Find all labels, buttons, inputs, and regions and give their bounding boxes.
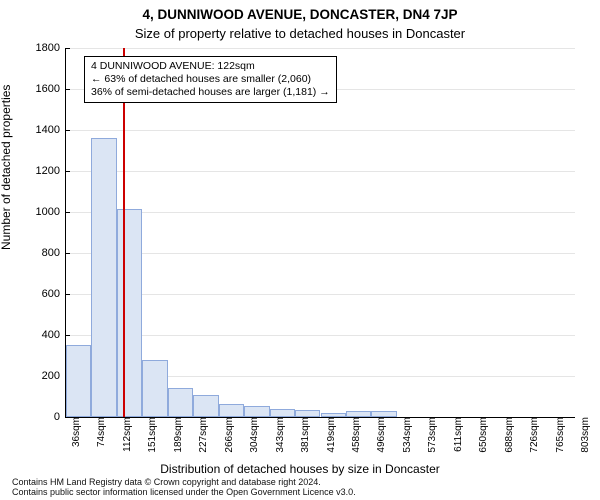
gridline xyxy=(66,212,575,213)
histogram-bar xyxy=(91,138,116,417)
y-axis-label: Number of detached properties xyxy=(0,85,13,250)
gridline xyxy=(66,171,575,172)
x-tick-label: 304sqm xyxy=(247,417,260,453)
histogram-bar xyxy=(66,345,91,417)
y-tick-label: 1200 xyxy=(36,165,66,177)
histogram-plot: 4 DUNNIWOOD AVENUE: 122sqm ← 63% of deta… xyxy=(65,48,575,418)
x-tick-label: 227sqm xyxy=(196,417,209,453)
x-tick-label: 74sqm xyxy=(94,417,107,447)
x-tick-label: 189sqm xyxy=(171,417,184,453)
y-tick-label: 600 xyxy=(42,288,66,300)
x-tick-label: 573sqm xyxy=(425,417,438,453)
x-tick-label: 650sqm xyxy=(476,417,489,453)
footer-line-licence: Contains public sector information licen… xyxy=(12,488,356,497)
histogram-bar xyxy=(193,395,218,417)
page-title-address: 4, DUNNIWOOD AVENUE, DONCASTER, DN4 7JP xyxy=(0,7,600,22)
x-tick-label: 458sqm xyxy=(349,417,362,453)
gridline xyxy=(66,130,575,131)
page-subtitle: Size of property relative to detached ho… xyxy=(0,26,600,41)
gridline xyxy=(66,48,575,49)
property-info-box: 4 DUNNIWOOD AVENUE: 122sqm ← 63% of deta… xyxy=(84,56,337,103)
y-tick-label: 1400 xyxy=(36,124,66,136)
gridline xyxy=(66,253,575,254)
y-tick-label: 1800 xyxy=(36,42,66,54)
histogram-bar xyxy=(295,410,320,417)
y-tick-label: 200 xyxy=(42,370,66,382)
infobox-line-smaller: ← 63% of detached houses are smaller (2,… xyxy=(91,73,330,86)
histogram-bar xyxy=(117,209,142,417)
x-tick-label: 36sqm xyxy=(69,417,82,447)
gridline xyxy=(66,335,575,336)
histogram-bar xyxy=(168,388,193,417)
x-tick-label: 726sqm xyxy=(527,417,540,453)
histogram-bar xyxy=(270,409,295,417)
x-tick-label: 381sqm xyxy=(298,417,311,453)
x-tick-label: 112sqm xyxy=(120,417,133,452)
y-tick-label: 1600 xyxy=(36,83,66,95)
y-tick-label: 800 xyxy=(42,247,66,259)
y-tick-label: 1000 xyxy=(36,206,66,218)
x-tick-label: 534sqm xyxy=(400,417,413,453)
x-tick-label: 611sqm xyxy=(451,417,464,452)
y-tick-label: 0 xyxy=(54,411,66,423)
histogram-bar xyxy=(219,404,244,417)
x-tick-label: 496sqm xyxy=(374,417,387,453)
x-tick-label: 266sqm xyxy=(222,417,235,453)
x-axis-label: Distribution of detached houses by size … xyxy=(0,462,600,476)
attribution-footer: Contains HM Land Registry data © Crown c… xyxy=(12,478,356,497)
x-tick-label: 151sqm xyxy=(145,417,158,453)
y-tick-label: 400 xyxy=(42,329,66,341)
infobox-line-larger: 36% of semi-detached houses are larger (… xyxy=(91,86,330,99)
x-tick-label: 803sqm xyxy=(578,417,591,453)
histogram-bar xyxy=(244,406,269,417)
infobox-line-size: 4 DUNNIWOOD AVENUE: 122sqm xyxy=(91,60,330,73)
gridline xyxy=(66,294,575,295)
x-tick-label: 343sqm xyxy=(273,417,286,453)
x-tick-label: 688sqm xyxy=(502,417,515,453)
histogram-bar xyxy=(142,360,167,417)
x-tick-label: 765sqm xyxy=(553,417,566,453)
x-tick-label: 419sqm xyxy=(324,417,337,453)
